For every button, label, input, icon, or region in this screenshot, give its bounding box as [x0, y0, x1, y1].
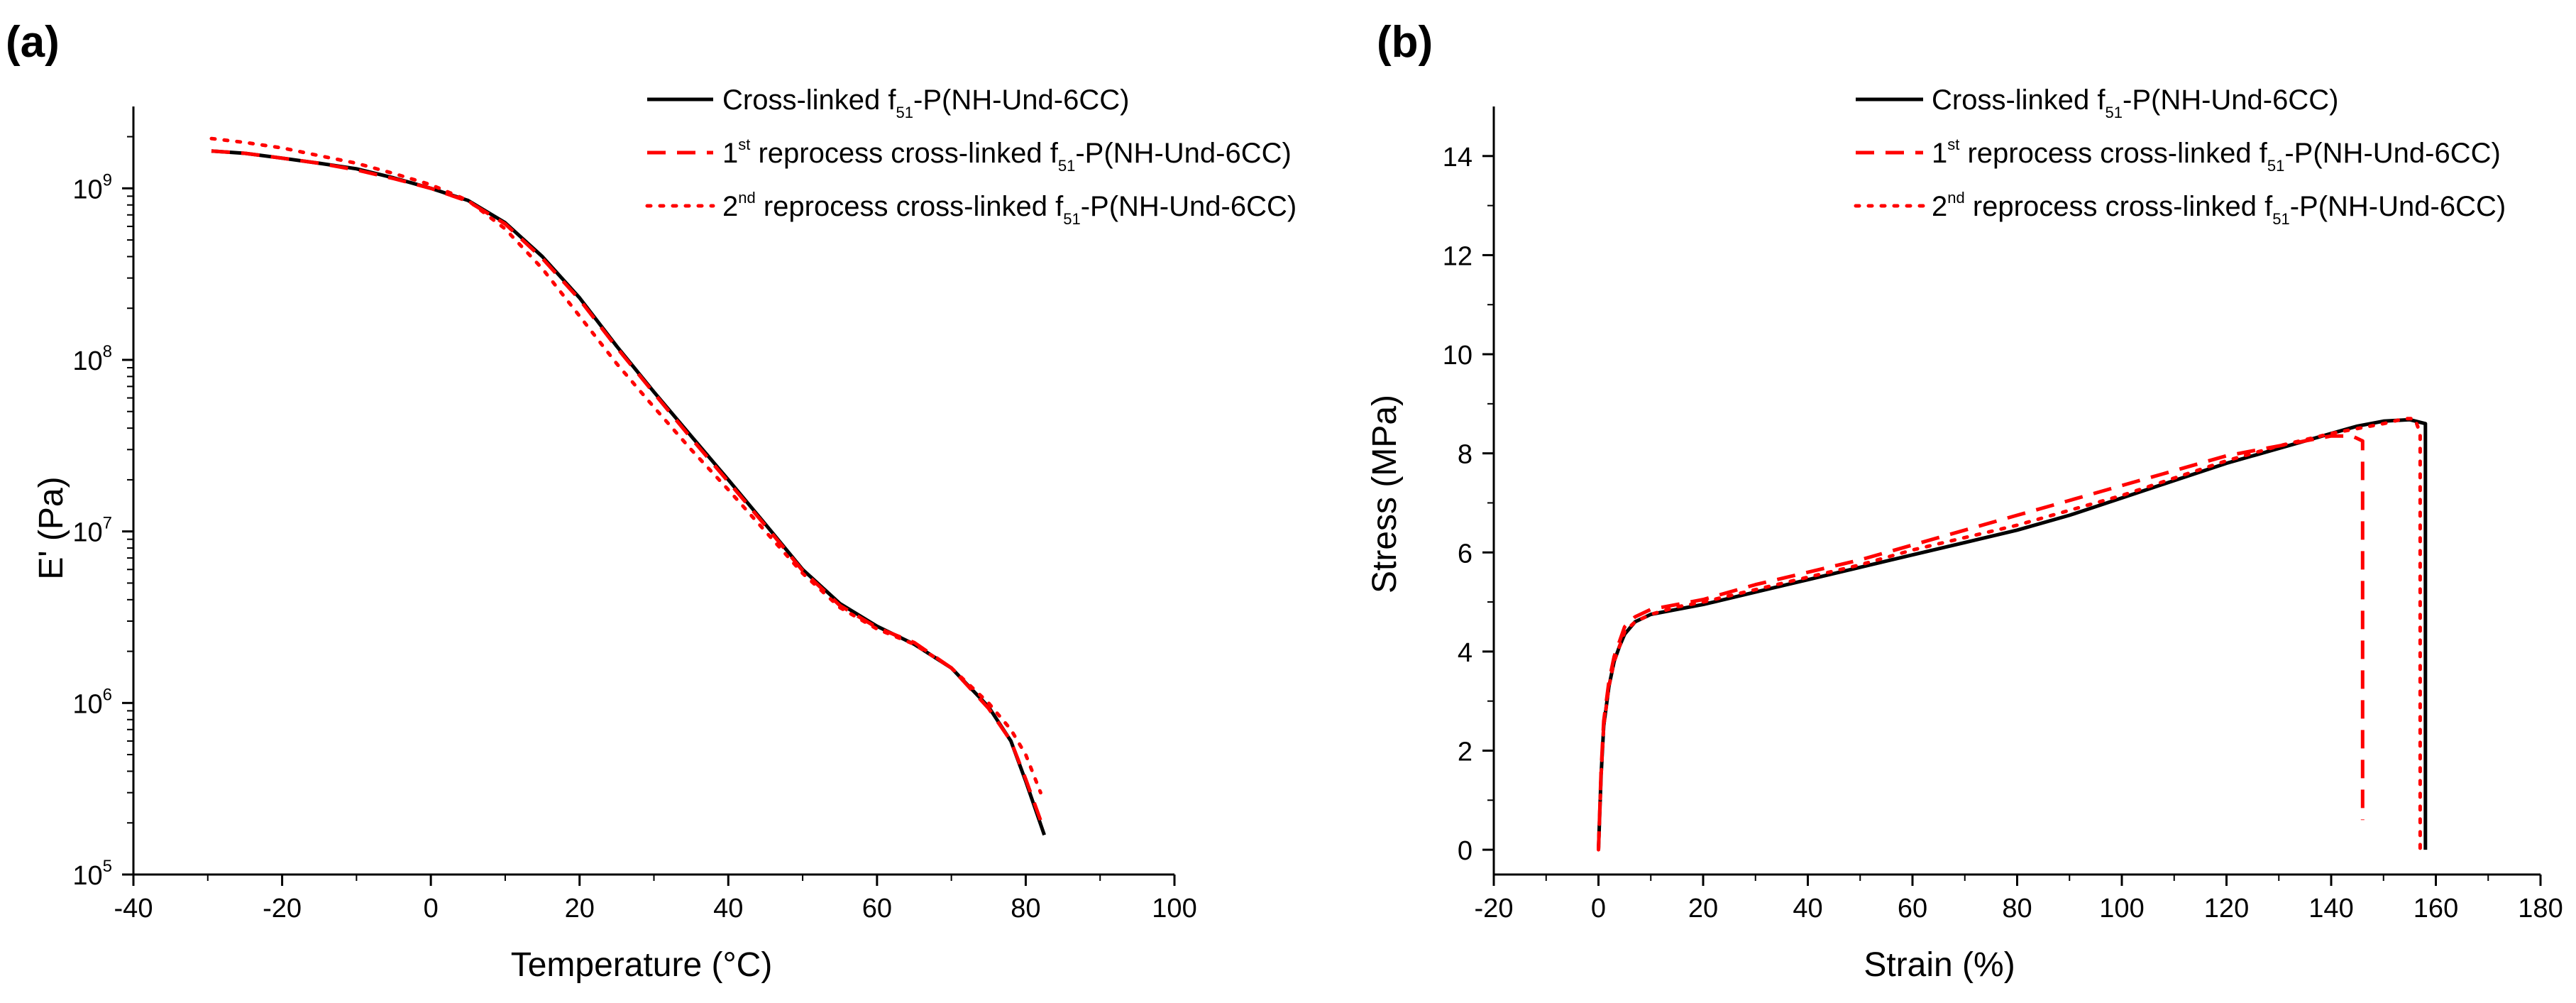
panel-a-legend: Cross-linked f51-P(NH-Und-6CC) 1st reproc…	[645, 84, 1297, 228]
y-tick-label: 109	[72, 170, 112, 204]
x-tick-label: 60	[862, 894, 892, 923]
series-line-3	[1597, 417, 2422, 852]
x-tick-label: 160	[2413, 894, 2458, 923]
y-tick-label: 4	[1458, 638, 1473, 668]
series-line-1	[211, 149, 1046, 836]
panel-a-series	[209, 136, 1046, 836]
x-tick-label: 180	[2518, 894, 2563, 923]
y-tick-label: 108	[72, 342, 112, 376]
panel-b-y-axis-title: Stress (MPa)	[1366, 395, 1404, 593]
y-tick-label: 6	[1458, 539, 1473, 569]
y-tick-label: 10	[1443, 341, 1473, 371]
y-tick-label: 107	[72, 514, 112, 548]
x-tick-label: 120	[2204, 894, 2249, 923]
legend-label-1: Cross-linked f51-P(NH-Und-6CC)	[722, 84, 1129, 121]
legend-entry-2: 1st reprocess cross-linked f51-P(NH-Und-…	[1856, 136, 2501, 175]
legend-label-2: 1st reprocess cross-linked f51-P(NH-Und-…	[1932, 136, 2501, 175]
x-tick-label: 100	[1152, 894, 1196, 923]
legend-entry-3: 2nd reprocess cross-linked f51-P(NH-Und-…	[1854, 189, 2506, 228]
panel-a-label: (a)	[6, 18, 60, 67]
legend-entry-1: Cross-linked f51-P(NH-Und-6CC)	[1856, 84, 2338, 121]
x-tick-label: 60	[1898, 894, 1927, 923]
legend-entry-1: Cross-linked f51-P(NH-Und-6CC)	[647, 84, 1129, 121]
panel-b-x-axis-title: Strain (%)	[1864, 946, 2015, 984]
x-tick-label: 140	[2308, 894, 2353, 923]
legend-label-3: 2nd reprocess cross-linked f51-P(NH-Und-…	[722, 189, 1297, 228]
x-tick-label: 40	[1793, 894, 1822, 923]
series-line-2	[1597, 434, 2365, 850]
series-line-3	[209, 136, 1042, 795]
legend-label-3: 2nd reprocess cross-linked f51-P(NH-Und-…	[1932, 189, 2506, 228]
x-tick-label: 40	[713, 894, 743, 923]
x-tick-label: 80	[2002, 894, 2032, 923]
x-tick-label: -20	[263, 894, 302, 923]
panel-a-y-axis-title: E' (Pa)	[33, 476, 70, 579]
y-tick-label: 14	[1443, 143, 1473, 172]
legend-label-2: 1st reprocess cross-linked f51-P(NH-Und-…	[722, 136, 1292, 175]
legend-entry-3: 2nd reprocess cross-linked f51-P(NH-Und-…	[645, 189, 1297, 228]
panel-a-chart: (a) Temperature (°C) E' (Pa) -40 -20 0 20 40…	[6, 18, 1297, 984]
y-tick-label: 106	[72, 685, 112, 719]
panel-a-x-axis-title: Temperature (°C)	[511, 946, 773, 984]
x-tick-label: -40	[114, 894, 153, 923]
legend-label-1: Cross-linked f51-P(NH-Und-6CC)	[1932, 84, 2338, 121]
y-tick-label: 12	[1443, 241, 1473, 271]
panel-b-chart: (b) Strain (%) Stress (MPa) -20 0 20 40 60 80…	[1366, 18, 2563, 984]
x-tick-label: 0	[424, 894, 439, 923]
y-tick-label: 0	[1458, 836, 1473, 866]
series-line-2	[211, 149, 1046, 832]
x-tick-label: 100	[2099, 894, 2144, 923]
y-tick-label: 8	[1458, 440, 1473, 470]
panel-b-label: (b)	[1377, 18, 1433, 67]
x-tick-label: -20	[1475, 894, 1514, 923]
x-tick-label: 80	[1011, 894, 1040, 923]
x-tick-label: 20	[565, 894, 595, 923]
y-tick-label: 105	[72, 857, 112, 891]
legend-entry-2: 1st reprocess cross-linked f51-P(NH-Und-…	[647, 136, 1292, 175]
y-tick-label: 2	[1458, 737, 1473, 767]
x-tick-label: 0	[1591, 894, 1606, 923]
x-tick-label: 20	[1688, 894, 1718, 923]
panel-a-ticks: -40 -20 0 20 40 60 80 100 105 106 107 108 109	[72, 136, 1197, 923]
series-line-1	[1597, 417, 2428, 850]
panel-b-series	[1597, 417, 2428, 852]
panel-b-legend: Cross-linked f51-P(NH-Und-6CC) 1st reproc…	[1854, 84, 2506, 228]
